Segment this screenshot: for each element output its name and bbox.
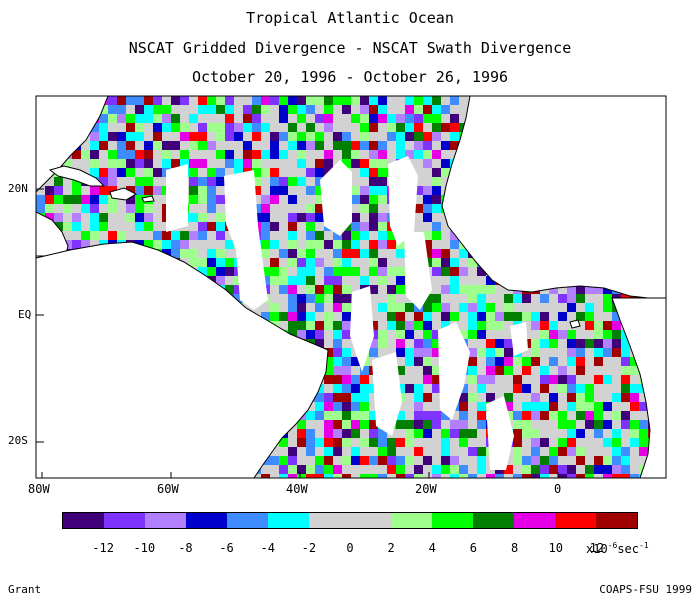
lon-label-40w: 40W bbox=[286, 482, 308, 496]
africa-southwest-coast bbox=[611, 297, 666, 478]
colorbar-swatch bbox=[268, 513, 309, 528]
colorbar-swatch bbox=[473, 513, 514, 528]
lon-label-60w: 60W bbox=[157, 482, 179, 496]
colorbar-tick-label: -6 bbox=[219, 541, 234, 555]
colorbar-swatch bbox=[309, 513, 350, 528]
title-line-3: October 20, 1996 - October 26, 1996 bbox=[191, 68, 509, 86]
colorbar-swatch bbox=[432, 513, 473, 528]
tick-marks bbox=[36, 188, 559, 478]
north-america-land bbox=[36, 96, 109, 193]
gulf-islands bbox=[569, 319, 581, 329]
colorbar-units: x10-6sec-1 bbox=[586, 541, 649, 556]
colorbar-swatch bbox=[104, 513, 145, 528]
lon-label-80w: 80W bbox=[28, 482, 50, 496]
colorbar-tick-label: -4 bbox=[260, 541, 275, 555]
colorbar-tick-label: 2 bbox=[387, 541, 395, 555]
africa-land bbox=[441, 96, 666, 301]
colorbar-swatch bbox=[63, 513, 104, 528]
colorbar-swatch bbox=[514, 513, 555, 528]
lon-label-20w: 20W bbox=[415, 482, 437, 496]
lat-label-20n: 20N bbox=[8, 182, 28, 195]
colorbar-tick-label: -10 bbox=[133, 541, 156, 555]
swath-gaps bbox=[50, 156, 528, 470]
colorbar-tick-label: 6 bbox=[469, 541, 478, 555]
colorbar-tick-label: 12 bbox=[589, 541, 605, 555]
lat-label-eq: EQ bbox=[18, 308, 32, 321]
colorbar-swatch bbox=[227, 513, 268, 528]
colorbar-swatch bbox=[596, 513, 637, 528]
colorbar-swatch bbox=[391, 513, 432, 528]
colorbar-swatch bbox=[350, 513, 391, 528]
colorbar-tick-label: 10 bbox=[548, 541, 563, 555]
author-credit: Grant bbox=[8, 583, 42, 596]
cuba-island bbox=[48, 165, 106, 187]
lon-label-0: 0 bbox=[554, 482, 562, 496]
south-america-land bbox=[36, 241, 329, 478]
colorbar bbox=[62, 512, 638, 529]
colorbar-tick-label: -2 bbox=[301, 541, 317, 555]
central-america-land bbox=[36, 211, 69, 257]
colorbar-tick-label: 8 bbox=[510, 541, 519, 555]
title-line-2: NSCAT Gridded Divergence - NSCAT Swath D… bbox=[128, 39, 572, 57]
organization-credit: COAPS-FSU 1999 bbox=[599, 583, 692, 596]
puerto-rico-island bbox=[141, 195, 155, 203]
plot-frame bbox=[35, 95, 667, 479]
colorbar-swatch bbox=[186, 513, 227, 528]
colorbar-tick-label: -12 bbox=[92, 541, 114, 555]
lat-label-20s: 20S bbox=[8, 434, 28, 447]
colorbar-swatch bbox=[555, 513, 596, 528]
colorbar-tick-label: 4 bbox=[428, 541, 436, 555]
colorbar-swatch bbox=[145, 513, 186, 528]
hispaniola-island bbox=[109, 187, 138, 201]
title-line-1: Tropical Atlantic Ocean bbox=[246, 9, 454, 27]
colorbar-tick-label: 0 bbox=[346, 541, 354, 555]
colorbar-tick-label: -8 bbox=[178, 541, 193, 555]
